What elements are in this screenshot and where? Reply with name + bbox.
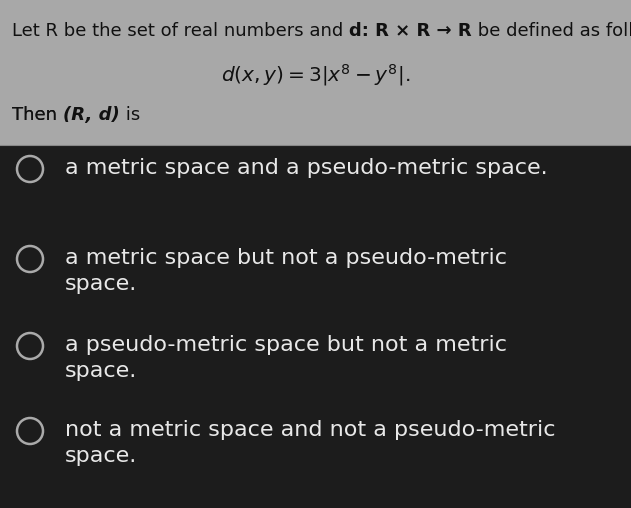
Text: is: is — [119, 106, 139, 124]
Text: Then: Then — [12, 106, 62, 124]
Text: Let R be the set of real numbers and: Let R be the set of real numbers and — [12, 22, 349, 40]
Text: a metric space and a pseudo-metric space.: a metric space and a pseudo-metric space… — [65, 158, 548, 178]
Text: $\mathit{d}(x, y) = 3|x^8 - y^8|.$: $\mathit{d}(x, y) = 3|x^8 - y^8|.$ — [221, 62, 410, 88]
Text: a metric space but not a pseudo-metric
space.: a metric space but not a pseudo-metric s… — [65, 248, 507, 294]
Text: (R, d): (R, d) — [62, 106, 119, 124]
Text: not a metric space and not a pseudo-metric
space.: not a metric space and not a pseudo-metr… — [65, 420, 555, 466]
Text: be defined as follows.: be defined as follows. — [471, 22, 631, 40]
Text: a pseudo-metric space but not a metric
space.: a pseudo-metric space but not a metric s… — [65, 335, 507, 380]
Text: d: R × R → R: d: R × R → R — [349, 22, 471, 40]
Text: Then: Then — [12, 106, 62, 124]
Bar — [0, 0, 631, 145]
